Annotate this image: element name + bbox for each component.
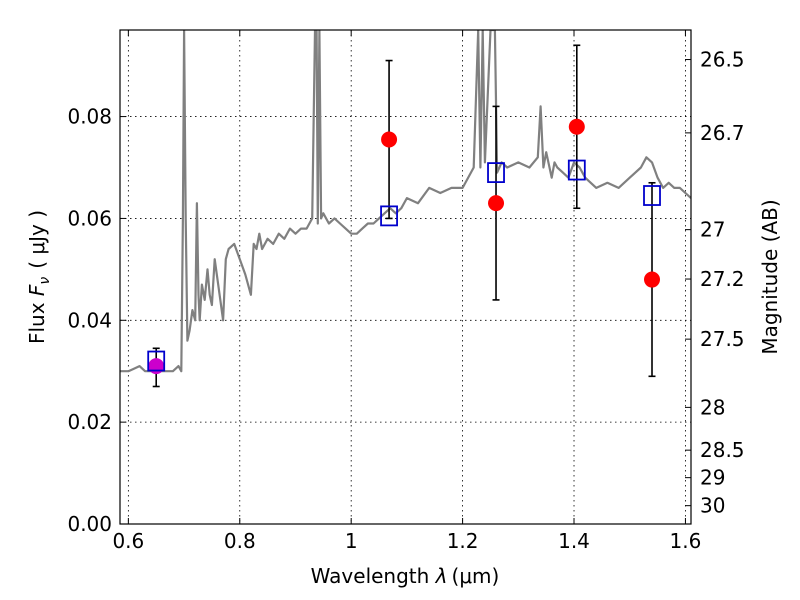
observed-point [644,271,661,288]
grid-layer [120,30,691,524]
observed-point [148,358,165,375]
model-square [487,162,505,183]
observed-point [568,118,585,135]
model-square [380,205,398,227]
x-axis-label: Wavelength λ (μm) [311,564,500,588]
model-square [567,159,586,181]
plot-frame [119,29,692,525]
y-tick-label: 0.00 [67,512,112,536]
y-tick-label: 0.04 [67,308,112,332]
observed-point [381,131,398,148]
magnitude-tick-label: 28.5 [700,438,745,462]
x-tick-label: 1.6 [670,529,702,553]
model-square [643,185,661,206]
x-tick-label: 1.2 [447,529,479,553]
y2-axis-label: Magnitude (AB) [758,199,782,354]
x-tick-label: 1.4 [558,529,590,553]
tick-layer [120,30,691,525]
observed-point [488,195,505,212]
y-tick-label: 0.08 [67,105,112,129]
spectrum-layer [120,30,691,373]
x-tick-label: 0.8 [224,529,256,553]
x-tick-label: 0.6 [112,529,144,553]
label-layer: 0.6 0.8 1 1.2 1.4 1.6 0.00 0.02 0.04 0.06 0.08 26.5… [67,48,744,553]
y-axis-label: Flux Fν( μJy ) [25,210,53,344]
model-square [147,350,166,372]
spectrum-line [120,30,691,373]
observed-layer [148,118,661,375]
errorbar-layer [152,44,656,388]
magnitude-tick-label: 27.5 [700,327,745,351]
magnitude-tick-label: 26.7 [700,121,745,145]
magnitude-tick-label: 30 [700,494,725,518]
magnitude-tick-label: 29 [700,466,725,490]
magnitude-tick-label: 26.5 [700,48,745,72]
plot-area [120,30,691,388]
x-tick-label: 1 [345,529,358,553]
magnitude-tick-label: 27 [700,218,725,242]
y-tick-label: 0.02 [67,410,112,434]
model-layer [147,159,661,372]
y-tick-label: 0.06 [67,206,112,230]
magnitude-tick-label: 28 [700,395,725,419]
magnitude-tick-label: 27.2 [700,267,745,291]
